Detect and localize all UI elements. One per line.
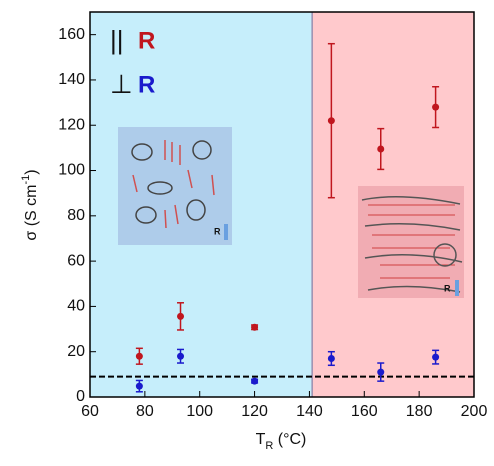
x-tick-label: 60	[81, 403, 99, 420]
point	[432, 103, 440, 111]
point	[432, 353, 440, 361]
plot-frame	[89, 11, 475, 398]
point	[135, 352, 143, 360]
y-tick-label: 0	[76, 388, 85, 405]
inset-label: R	[214, 226, 221, 236]
inset-left: R	[118, 127, 232, 245]
x-tick-label: 160	[351, 403, 378, 420]
y-tick-label: 40	[67, 298, 85, 315]
y-label-tail: )	[23, 169, 40, 174]
y-tick-label: 120	[58, 116, 85, 133]
y-axis-label: σ (S cm-1)	[20, 169, 40, 240]
legend-symbol: ⊥	[110, 69, 133, 99]
x-label-tail: (°C)	[273, 431, 306, 448]
point	[377, 368, 385, 376]
point	[177, 312, 185, 320]
legend-label: R	[138, 71, 155, 98]
x-tick-label: 180	[406, 403, 433, 420]
point	[327, 117, 335, 125]
legend-label: R	[138, 27, 155, 54]
y-tick-label: 100	[58, 162, 85, 179]
x-tick-label: 200	[461, 403, 488, 420]
point	[251, 323, 259, 331]
y-tick-label: 20	[67, 343, 85, 360]
y-label-sup: -1	[20, 175, 32, 185]
y-label-text: σ (S cm	[23, 185, 40, 241]
point	[327, 355, 335, 362]
y-tick-label: 160	[58, 26, 85, 43]
y-tick-label: 60	[67, 252, 85, 269]
x-label-text: T	[256, 431, 266, 448]
x-tick-label: 140	[296, 403, 323, 420]
x-tick-label: 120	[241, 403, 268, 420]
point	[251, 377, 259, 385]
legend-symbol: ||	[110, 25, 124, 55]
x-tick-label: 100	[186, 403, 213, 420]
x-axis-label: TR (°C)	[256, 431, 307, 452]
point	[177, 352, 185, 360]
x-label-sub: R	[265, 440, 273, 452]
point	[377, 145, 385, 153]
y-tick-label: 140	[58, 71, 85, 88]
y-tick-label: 80	[67, 207, 85, 224]
inset-label: R	[444, 283, 451, 293]
point	[135, 382, 143, 390]
plot	[89, 11, 475, 398]
inset-right: R	[358, 186, 464, 298]
x-tick-label: 80	[136, 403, 154, 420]
